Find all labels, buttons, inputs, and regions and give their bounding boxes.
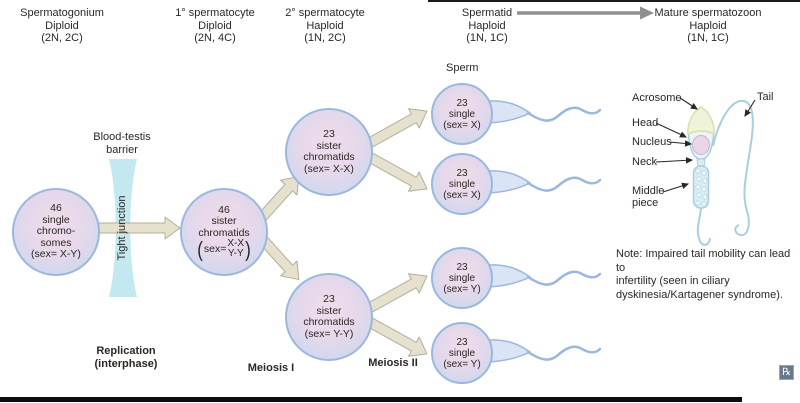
acrosome-label: Acrosome bbox=[632, 92, 682, 104]
label-leader-lines bbox=[655, 97, 756, 193]
spermatozoon-tail-loop bbox=[712, 99, 754, 237]
header-mature-spermatozoon: Mature spermatozoon Haploid (1N, 1C) bbox=[626, 7, 790, 45]
sperm-y-1: 23 single (sex= Y) bbox=[431, 247, 493, 309]
header-primary-spermatocyte: 1° spermatocyte Diploid (2N, 4C) bbox=[155, 7, 275, 45]
stage-ploidy: Haploid bbox=[689, 19, 727, 32]
middle-piece-label: Middle piece bbox=[632, 185, 665, 209]
sex-annotation: ( sex= X-X Y-Y ) bbox=[197, 237, 251, 261]
sperm-label: Sperm bbox=[446, 62, 479, 74]
secondary-spermatocyte-y-cell: 23 sister chromatids (sex= Y-Y) bbox=[285, 273, 373, 361]
sperm-tails bbox=[487, 100, 602, 363]
sperm-x-2: 23 single (sex= X) bbox=[431, 153, 493, 215]
header-rule bbox=[428, 0, 800, 2]
stage-title: Spermatogonium bbox=[20, 7, 104, 19]
arrow-replication bbox=[87, 216, 181, 240]
spermatozoon-acrosome bbox=[687, 106, 715, 136]
stage-ploidy: Diploid bbox=[45, 19, 79, 32]
header-spermatid: Spermatid Haploid (1N, 1C) bbox=[437, 7, 537, 45]
spermatogonium-cell: 46 single chromo- somes (sex= X-Y) bbox=[12, 188, 100, 276]
stage-nc: (1N, 1C) bbox=[466, 32, 508, 44]
nucleus-label: Nucleus bbox=[632, 136, 672, 148]
stage-nc: (2N, 2C) bbox=[41, 32, 83, 44]
header-spermatogonium: Spermatogonium Diploid (2N, 2C) bbox=[2, 7, 122, 45]
spermatozoon-nucleus bbox=[692, 135, 710, 155]
sperm-x-1: 23 single (sex= X) bbox=[431, 83, 493, 145]
rx-logo-icon: ℞ bbox=[779, 365, 794, 380]
blood-testis-barrier-label: Blood-testis barrier bbox=[93, 131, 151, 156]
head-label: Head bbox=[632, 117, 659, 129]
stage-nc: (2N, 4C) bbox=[194, 32, 236, 44]
arrow-meiosis2-x-up bbox=[361, 108, 428, 151]
figure-bottom-rule bbox=[0, 397, 742, 402]
note-text: Note: Impaired tail mobility can lead to… bbox=[616, 248, 791, 301]
stage-title: 1° spermatocyte bbox=[175, 7, 255, 19]
stage-nc: (1N, 2C) bbox=[304, 32, 346, 44]
tight-junction-label: Tight junction bbox=[116, 195, 128, 261]
sperm-y-2: 23 single (sex= Y) bbox=[431, 322, 493, 384]
stage-ploidy: Haploid bbox=[306, 19, 344, 32]
primary-spermatocyte-cell: 46 sister chromatids ( sex= X-X Y-Y ) bbox=[180, 188, 268, 276]
meiosis-1-label: Meiosis I bbox=[247, 362, 295, 374]
stage-ploidy: Diploid bbox=[198, 19, 232, 32]
secondary-spermatocyte-x-cell: 23 sister chromatids (sex= X-X) bbox=[285, 108, 373, 196]
spermatozoon-tail-start bbox=[696, 207, 711, 246]
stage-title: Mature spermatozoon bbox=[654, 7, 762, 19]
header-secondary-spermatocyte: 2° spermatocyte Haploid (1N, 2C) bbox=[265, 7, 385, 45]
stage-title: 2° spermatocyte bbox=[285, 7, 365, 19]
spermatozoon-detail bbox=[687, 99, 754, 246]
meiosis-2-label: Meiosis II bbox=[368, 357, 418, 369]
stage-title: Spermatid bbox=[461, 7, 513, 19]
tail-label: Tail bbox=[757, 91, 774, 103]
stage-ploidy: Haploid bbox=[468, 19, 506, 32]
replication-label: Replication (interphase) bbox=[94, 345, 158, 370]
differentiation-arrow bbox=[517, 6, 654, 20]
arrow-meiosis2-y-up bbox=[361, 273, 428, 316]
neck-label: Neck bbox=[632, 156, 658, 168]
stage-nc: (1N, 1C) bbox=[687, 32, 729, 44]
